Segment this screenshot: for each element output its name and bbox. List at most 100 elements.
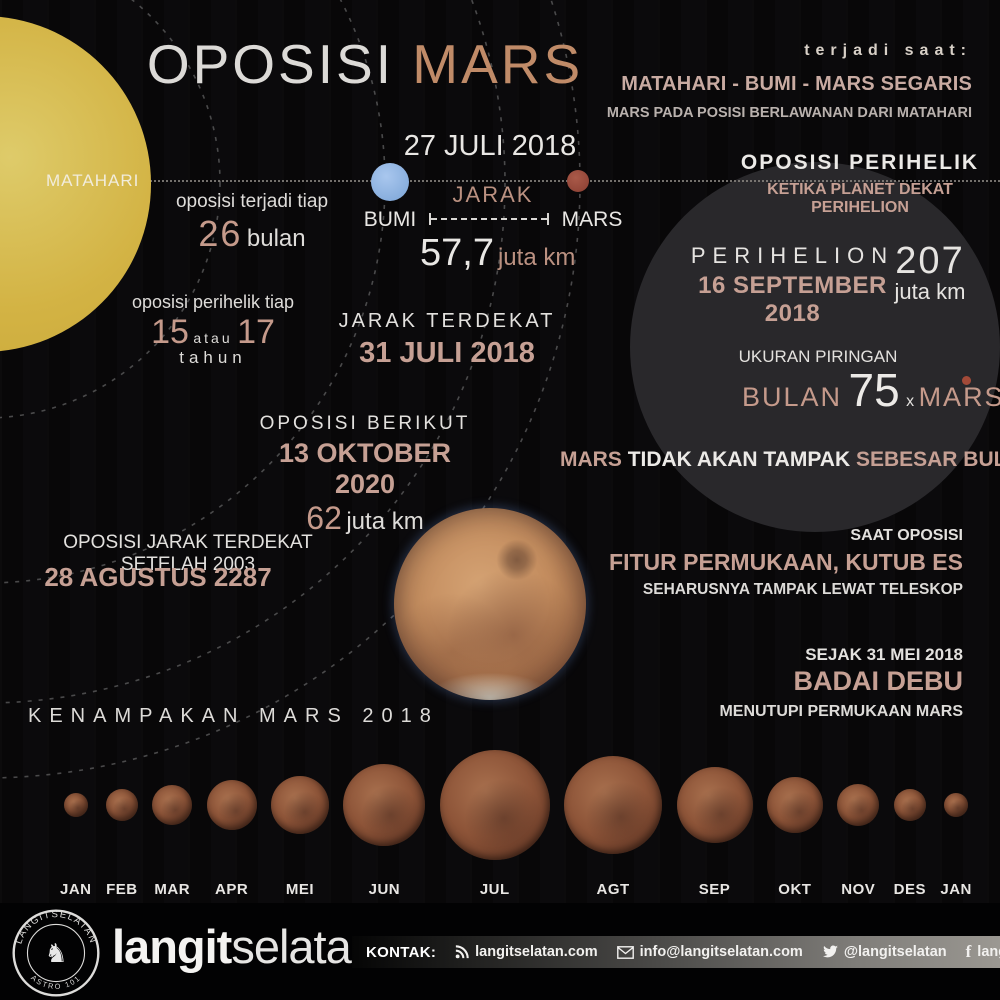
- opposition-cycle-block: oposisi terjadi tiap 26 bulan: [152, 191, 352, 255]
- dust-line3: MENUTUPI PERMUKAAN MARS: [719, 703, 963, 720]
- month-label: JAN: [60, 881, 92, 898]
- cycle-value: 26: [198, 213, 243, 254]
- perihelion-panel-circle: [630, 162, 1000, 532]
- perihelic-opposition-subheading: KETIKA PLANET DEKAT PERIHELION: [767, 181, 953, 216]
- brand-bold: langit: [112, 920, 232, 973]
- dust-line1: SEJAK 31 MEI 2018: [805, 645, 963, 664]
- mars-appearance-des: [893, 789, 926, 821]
- closest-since-2003-date: 28 AGUSTUS 2287: [44, 562, 272, 592]
- email-icon: [616, 945, 634, 959]
- cycle-unit: bulan: [246, 225, 306, 252]
- cycle-text: oposisi terjadi tiap: [175, 191, 329, 212]
- perihelic-cycle-conjunction: atau: [193, 330, 233, 346]
- mars-appearance-apr: [206, 780, 257, 830]
- mars-appearance-jan: [944, 793, 969, 817]
- next-opposition-block: OPOSISI BERIKUT 13 OKTOBER 2020 62 juta …: [255, 413, 475, 537]
- month-item: JUN: [343, 737, 426, 898]
- distance-measure-line: [429, 213, 549, 225]
- month-label: JAN: [940, 881, 972, 898]
- next-opposition-date: 13 OKTOBER 2020: [278, 438, 452, 499]
- month-item: JUL: [439, 737, 550, 898]
- month-item: APR: [206, 737, 257, 898]
- month-label: MAR: [154, 881, 191, 898]
- email-link[interactable]: info@langitselatan.com: [616, 944, 803, 960]
- langitselatan-badge-logo: LANGITSELATAN ASTRO 101 ♞: [12, 909, 100, 997]
- month-label: JUL: [479, 881, 510, 898]
- month-item: MAR: [152, 737, 193, 898]
- twitter-icon: [822, 945, 838, 958]
- occurs-line1: MATAHARI - BUMI - MARS SEGARIS: [621, 73, 972, 95]
- mars-appearance-jun: [343, 764, 426, 846]
- mars-appearance-mei: [271, 776, 330, 834]
- month-item: JAN: [940, 737, 972, 898]
- mars-label: MARS: [561, 208, 623, 231]
- month-item: JAN: [60, 737, 92, 898]
- month-item: AGT: [564, 737, 663, 898]
- mars-appearance-jul: [439, 750, 550, 860]
- note-part2: TIDAK AKAN TAMPAK: [627, 448, 851, 471]
- mars-appearance-sep: [676, 767, 753, 843]
- contact-bar: KONTAK: langitselatan.com info@langitsel…: [352, 936, 1000, 968]
- disk-times-label: x: [906, 393, 915, 410]
- month-label: JUN: [368, 881, 401, 898]
- mars-appearance-mar: [152, 785, 193, 825]
- perihelic-opposition-block: OPOSISI PERIHELIK KETIKA PLANET DEKAT PE…: [720, 151, 1000, 217]
- website-link[interactable]: langitselatan.com: [455, 944, 598, 960]
- mars-appearance-feb: [105, 789, 138, 821]
- earth-dot: [371, 163, 409, 201]
- perihelic-cycle-unit: tahun: [179, 348, 247, 367]
- perihelion-distance-block: 207 juta km: [880, 240, 980, 305]
- title-mars: MARS: [412, 33, 584, 95]
- mars-appearance-jan: [63, 793, 88, 817]
- occurs-when-block: terjadi saat: MATAHARI - BUMI - MARS SEG…: [607, 42, 972, 121]
- email-text: info@langitselatan.com: [639, 944, 803, 960]
- footer: LANGITSELATAN ASTRO 101 ♞ langitselatan …: [0, 903, 1000, 1000]
- earth-label: BUMI: [363, 208, 417, 231]
- next-opposition-unit: juta km: [346, 508, 424, 535]
- perihelic-opposition-heading: OPOSISI PERIHELIK: [740, 151, 980, 174]
- dust-line2: BADAI DEBU: [793, 666, 963, 696]
- mars-appearance-agt: [564, 756, 663, 854]
- perihelic-cycle-value2: 17: [237, 313, 275, 351]
- month-item: NOV: [837, 737, 880, 898]
- month-item: DES: [894, 737, 926, 898]
- month-item: FEB: [105, 737, 138, 898]
- surface-line1: SAAT OPOSISI: [850, 527, 963, 544]
- rss-icon: [455, 945, 469, 959]
- perihelion-value: 207: [895, 240, 965, 282]
- closest-approach-date: 31 JULI 2018: [359, 337, 535, 369]
- facebook-icon: f: [965, 942, 972, 961]
- website-text: langitselatan.com: [475, 944, 598, 960]
- month-item: MEI: [271, 737, 330, 898]
- disk-comparison-block: BULAN 75 x MARS: [742, 363, 1000, 417]
- twitter-link[interactable]: @langitselatan: [822, 944, 947, 960]
- note-part3: SEBESAR BULAN: [855, 448, 1000, 471]
- month-label: AGT: [596, 881, 630, 898]
- distance-label: JARAK: [452, 182, 534, 207]
- perihelic-cycle-block: oposisi perihelik tiap 15 atau 17 tahun: [113, 292, 313, 368]
- page-title: OPOSISI MARS: [128, 32, 602, 96]
- month-item: SEP: [676, 737, 753, 898]
- badge-text-bottom: ASTRO 101: [29, 973, 81, 991]
- perihelion-unit: juta km: [894, 279, 966, 304]
- perihelion-label: PERIHELION: [690, 243, 895, 268]
- svg-text:ASTRO 101: ASTRO 101: [29, 973, 82, 991]
- mars-appearance-nov: [837, 784, 880, 826]
- mars-size-dot: [962, 376, 971, 385]
- distance-value-block: 57,7 juta km: [420, 232, 575, 275]
- month-label: MEI: [285, 881, 315, 898]
- month-label: SEP: [698, 881, 731, 898]
- month-item: OKT: [766, 737, 823, 898]
- badge-centaur-icon: ♞: [44, 940, 67, 968]
- disk-moon-label: BULAN: [742, 382, 843, 412]
- visibility-note: MARS TIDAK AKAN TAMPAK SEBESAR BULAN: [560, 448, 1000, 472]
- disk-ratio-value: 75: [848, 364, 900, 416]
- perihelic-cycle-text: oposisi perihelik tiap: [131, 292, 295, 312]
- facebook-link[interactable]: f langitselatan: [965, 942, 1000, 961]
- disk-mars-label: MARS: [918, 382, 1000, 412]
- closest-approach-block: JARAK TERDEKAT 31 JULI 2018: [337, 310, 557, 370]
- opposition-date: 27 JULI 2018: [403, 130, 577, 162]
- occurs-heading: terjadi saat:: [804, 42, 972, 59]
- dust-storm-block: SEJAK 31 MEI 2018 BADAI DEBU MENUTUPI PE…: [719, 645, 963, 721]
